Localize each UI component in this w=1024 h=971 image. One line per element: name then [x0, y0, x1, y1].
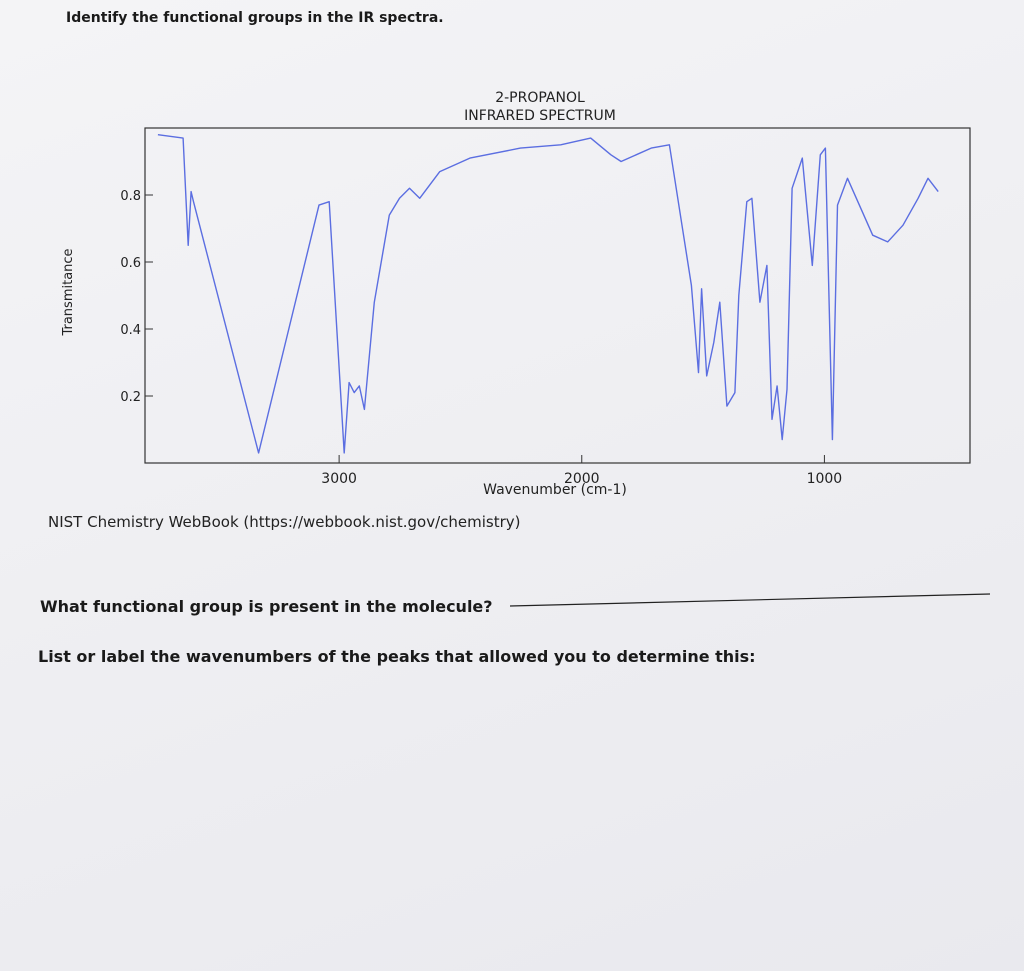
plot-frame	[144, 127, 971, 464]
y-axis-label: Transmitance	[61, 248, 76, 336]
x-tick-label: 1000	[807, 471, 843, 487]
chart-title: 2-PROPANOL	[495, 90, 585, 106]
answer-line	[509, 593, 991, 607]
source: NIST Chemistry WebBook (https://webbook.…	[48, 513, 521, 531]
y-tick-label: 0.2	[120, 390, 141, 405]
header-title: Identify the functional groups in the IR…	[66, 10, 444, 26]
question: List or label the wavenumbers of the pea…	[38, 647, 756, 666]
chart-subtitle: INFRARED SPECTRUM	[464, 108, 616, 124]
y-tick-label: 0.6	[120, 256, 141, 271]
question: What functional group is present in the …	[40, 597, 493, 616]
x-tick-label: 3000	[321, 471, 357, 487]
x-axis-label: Wavenumber (cm-1)	[483, 482, 627, 498]
spectrum-line	[157, 134, 939, 454]
x-tick-label: 2000	[564, 471, 600, 487]
y-tick-label: 0.8	[120, 189, 141, 204]
y-tick-label: 0.4	[120, 323, 141, 338]
